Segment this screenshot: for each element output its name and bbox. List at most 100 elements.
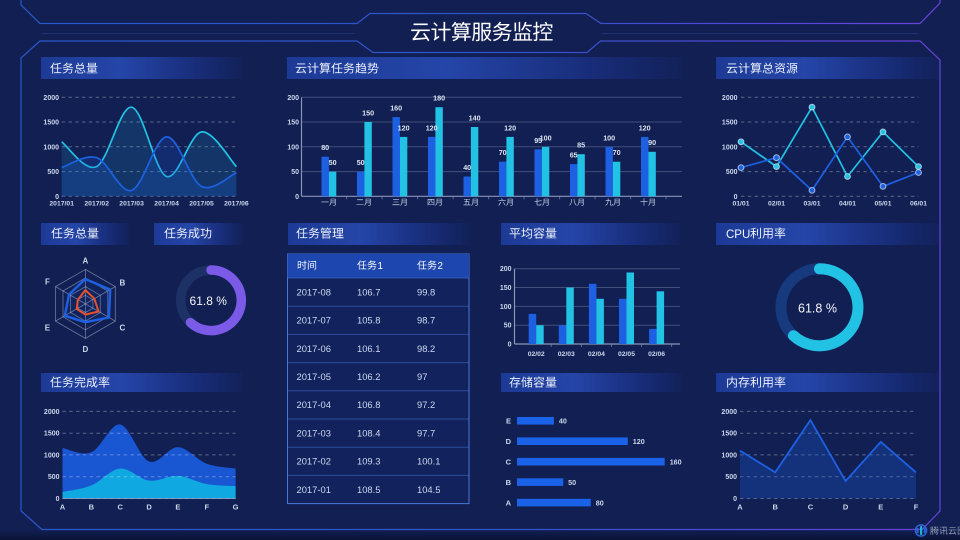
svg-text:2017-03: 2017-03 xyxy=(297,427,331,438)
svg-text:02/05: 02/05 xyxy=(618,351,635,358)
svg-text:2017-05: 2017-05 xyxy=(297,371,331,382)
svg-text:98.2: 98.2 xyxy=(417,343,435,354)
svg-text:2000: 2000 xyxy=(43,95,59,102)
svg-text:CPU: CPU xyxy=(726,229,750,241)
svg-text:98.7: 98.7 xyxy=(417,315,435,326)
svg-text:50: 50 xyxy=(357,158,365,167)
svg-text:106.2: 106.2 xyxy=(357,371,380,382)
svg-text:95: 95 xyxy=(534,136,542,145)
svg-text:F: F xyxy=(45,278,50,287)
svg-text:D: D xyxy=(843,502,849,511)
svg-text:2017/05: 2017/05 xyxy=(189,200,214,207)
svg-text:F: F xyxy=(205,502,210,511)
svg-text:70: 70 xyxy=(613,148,621,157)
svg-text:D: D xyxy=(146,502,152,511)
svg-text:B: B xyxy=(89,502,95,511)
svg-text:E: E xyxy=(45,324,51,333)
svg-text:150: 150 xyxy=(500,285,512,292)
svg-text:04/01: 04/01 xyxy=(839,200,856,207)
svg-text:02/02: 02/02 xyxy=(528,351,545,358)
svg-text:40: 40 xyxy=(559,417,567,426)
svg-text:B: B xyxy=(506,478,512,487)
svg-text:A: A xyxy=(737,502,743,511)
svg-text:0: 0 xyxy=(733,496,737,503)
svg-text:61.8 %: 61.8 % xyxy=(798,302,837,316)
svg-text:F: F xyxy=(914,502,919,511)
svg-text:150: 150 xyxy=(287,120,299,127)
svg-text:90: 90 xyxy=(648,138,656,147)
svg-text:1000: 1000 xyxy=(721,452,737,459)
svg-text:C: C xyxy=(808,502,814,511)
svg-text:108.5: 108.5 xyxy=(357,484,380,495)
svg-text:65: 65 xyxy=(570,151,578,160)
svg-text:500: 500 xyxy=(726,169,738,176)
svg-text:0: 0 xyxy=(508,342,512,349)
svg-text:180: 180 xyxy=(433,94,445,103)
svg-text:0: 0 xyxy=(295,194,299,201)
svg-text:100.1: 100.1 xyxy=(417,456,440,467)
svg-text:50: 50 xyxy=(568,478,576,487)
svg-text:D: D xyxy=(83,345,89,354)
svg-text:200: 200 xyxy=(287,95,299,102)
svg-text:02/06: 02/06 xyxy=(648,351,665,358)
svg-text:0: 0 xyxy=(56,496,60,503)
svg-text:97.2: 97.2 xyxy=(417,399,435,410)
svg-text:1: 1 xyxy=(378,261,383,272)
svg-text:97: 97 xyxy=(417,371,427,382)
svg-text:100: 100 xyxy=(540,133,552,142)
svg-text:40: 40 xyxy=(463,163,471,172)
svg-text:2017/01: 2017/01 xyxy=(49,200,74,207)
svg-text:1500: 1500 xyxy=(44,431,60,438)
svg-text:2017/03: 2017/03 xyxy=(119,200,144,207)
svg-text:1000: 1000 xyxy=(44,452,60,459)
svg-text:61.8 %: 61.8 % xyxy=(190,294,228,308)
svg-text:80: 80 xyxy=(596,498,604,507)
svg-text:2017-01: 2017-01 xyxy=(297,484,331,495)
svg-text:1500: 1500 xyxy=(721,431,737,438)
svg-text:120: 120 xyxy=(633,437,645,446)
svg-text:1500: 1500 xyxy=(722,120,738,127)
svg-text:97.7: 97.7 xyxy=(417,427,435,438)
svg-text:140: 140 xyxy=(469,114,481,123)
svg-text:C: C xyxy=(117,502,123,511)
svg-text:160: 160 xyxy=(670,457,682,466)
svg-text:2017-02: 2017-02 xyxy=(297,456,331,467)
svg-text:85: 85 xyxy=(577,141,585,150)
svg-text:05/01: 05/01 xyxy=(874,200,891,207)
svg-text:1000: 1000 xyxy=(43,144,59,151)
svg-text:06/01: 06/01 xyxy=(910,200,927,207)
svg-text:0: 0 xyxy=(55,194,59,201)
svg-text:2017/06: 2017/06 xyxy=(224,200,249,207)
svg-text:100: 100 xyxy=(500,304,512,311)
svg-text:109.3: 109.3 xyxy=(357,456,380,467)
svg-text:02/01: 02/01 xyxy=(768,200,785,207)
svg-text:50: 50 xyxy=(329,158,337,167)
svg-text:2000: 2000 xyxy=(44,409,60,416)
svg-text:160: 160 xyxy=(390,104,402,113)
svg-text:500: 500 xyxy=(47,169,59,176)
svg-text:100: 100 xyxy=(287,144,299,151)
svg-text:D: D xyxy=(506,437,512,446)
svg-text:E: E xyxy=(878,502,883,511)
svg-text:02/03: 02/03 xyxy=(558,351,575,358)
svg-text:200: 200 xyxy=(500,266,512,273)
svg-text:2017-04: 2017-04 xyxy=(297,399,331,410)
svg-text:A: A xyxy=(506,498,512,507)
svg-text:120: 120 xyxy=(504,123,516,132)
svg-text:E: E xyxy=(175,502,180,511)
svg-text:120: 120 xyxy=(398,123,410,132)
svg-text:2017-07: 2017-07 xyxy=(297,315,331,326)
svg-text:80: 80 xyxy=(321,143,329,152)
svg-text:120: 120 xyxy=(426,123,438,132)
svg-text:106.7: 106.7 xyxy=(357,286,380,297)
svg-text:B: B xyxy=(120,279,126,288)
svg-text:2000: 2000 xyxy=(721,409,737,416)
svg-text:2000: 2000 xyxy=(722,95,738,102)
svg-text:100: 100 xyxy=(603,133,615,142)
svg-text:B: B xyxy=(772,502,778,511)
svg-text:A: A xyxy=(60,502,66,511)
svg-text:03/01: 03/01 xyxy=(803,200,820,207)
svg-text:0: 0 xyxy=(734,194,738,201)
svg-text:50: 50 xyxy=(291,169,299,176)
svg-text:01/01: 01/01 xyxy=(732,200,749,207)
